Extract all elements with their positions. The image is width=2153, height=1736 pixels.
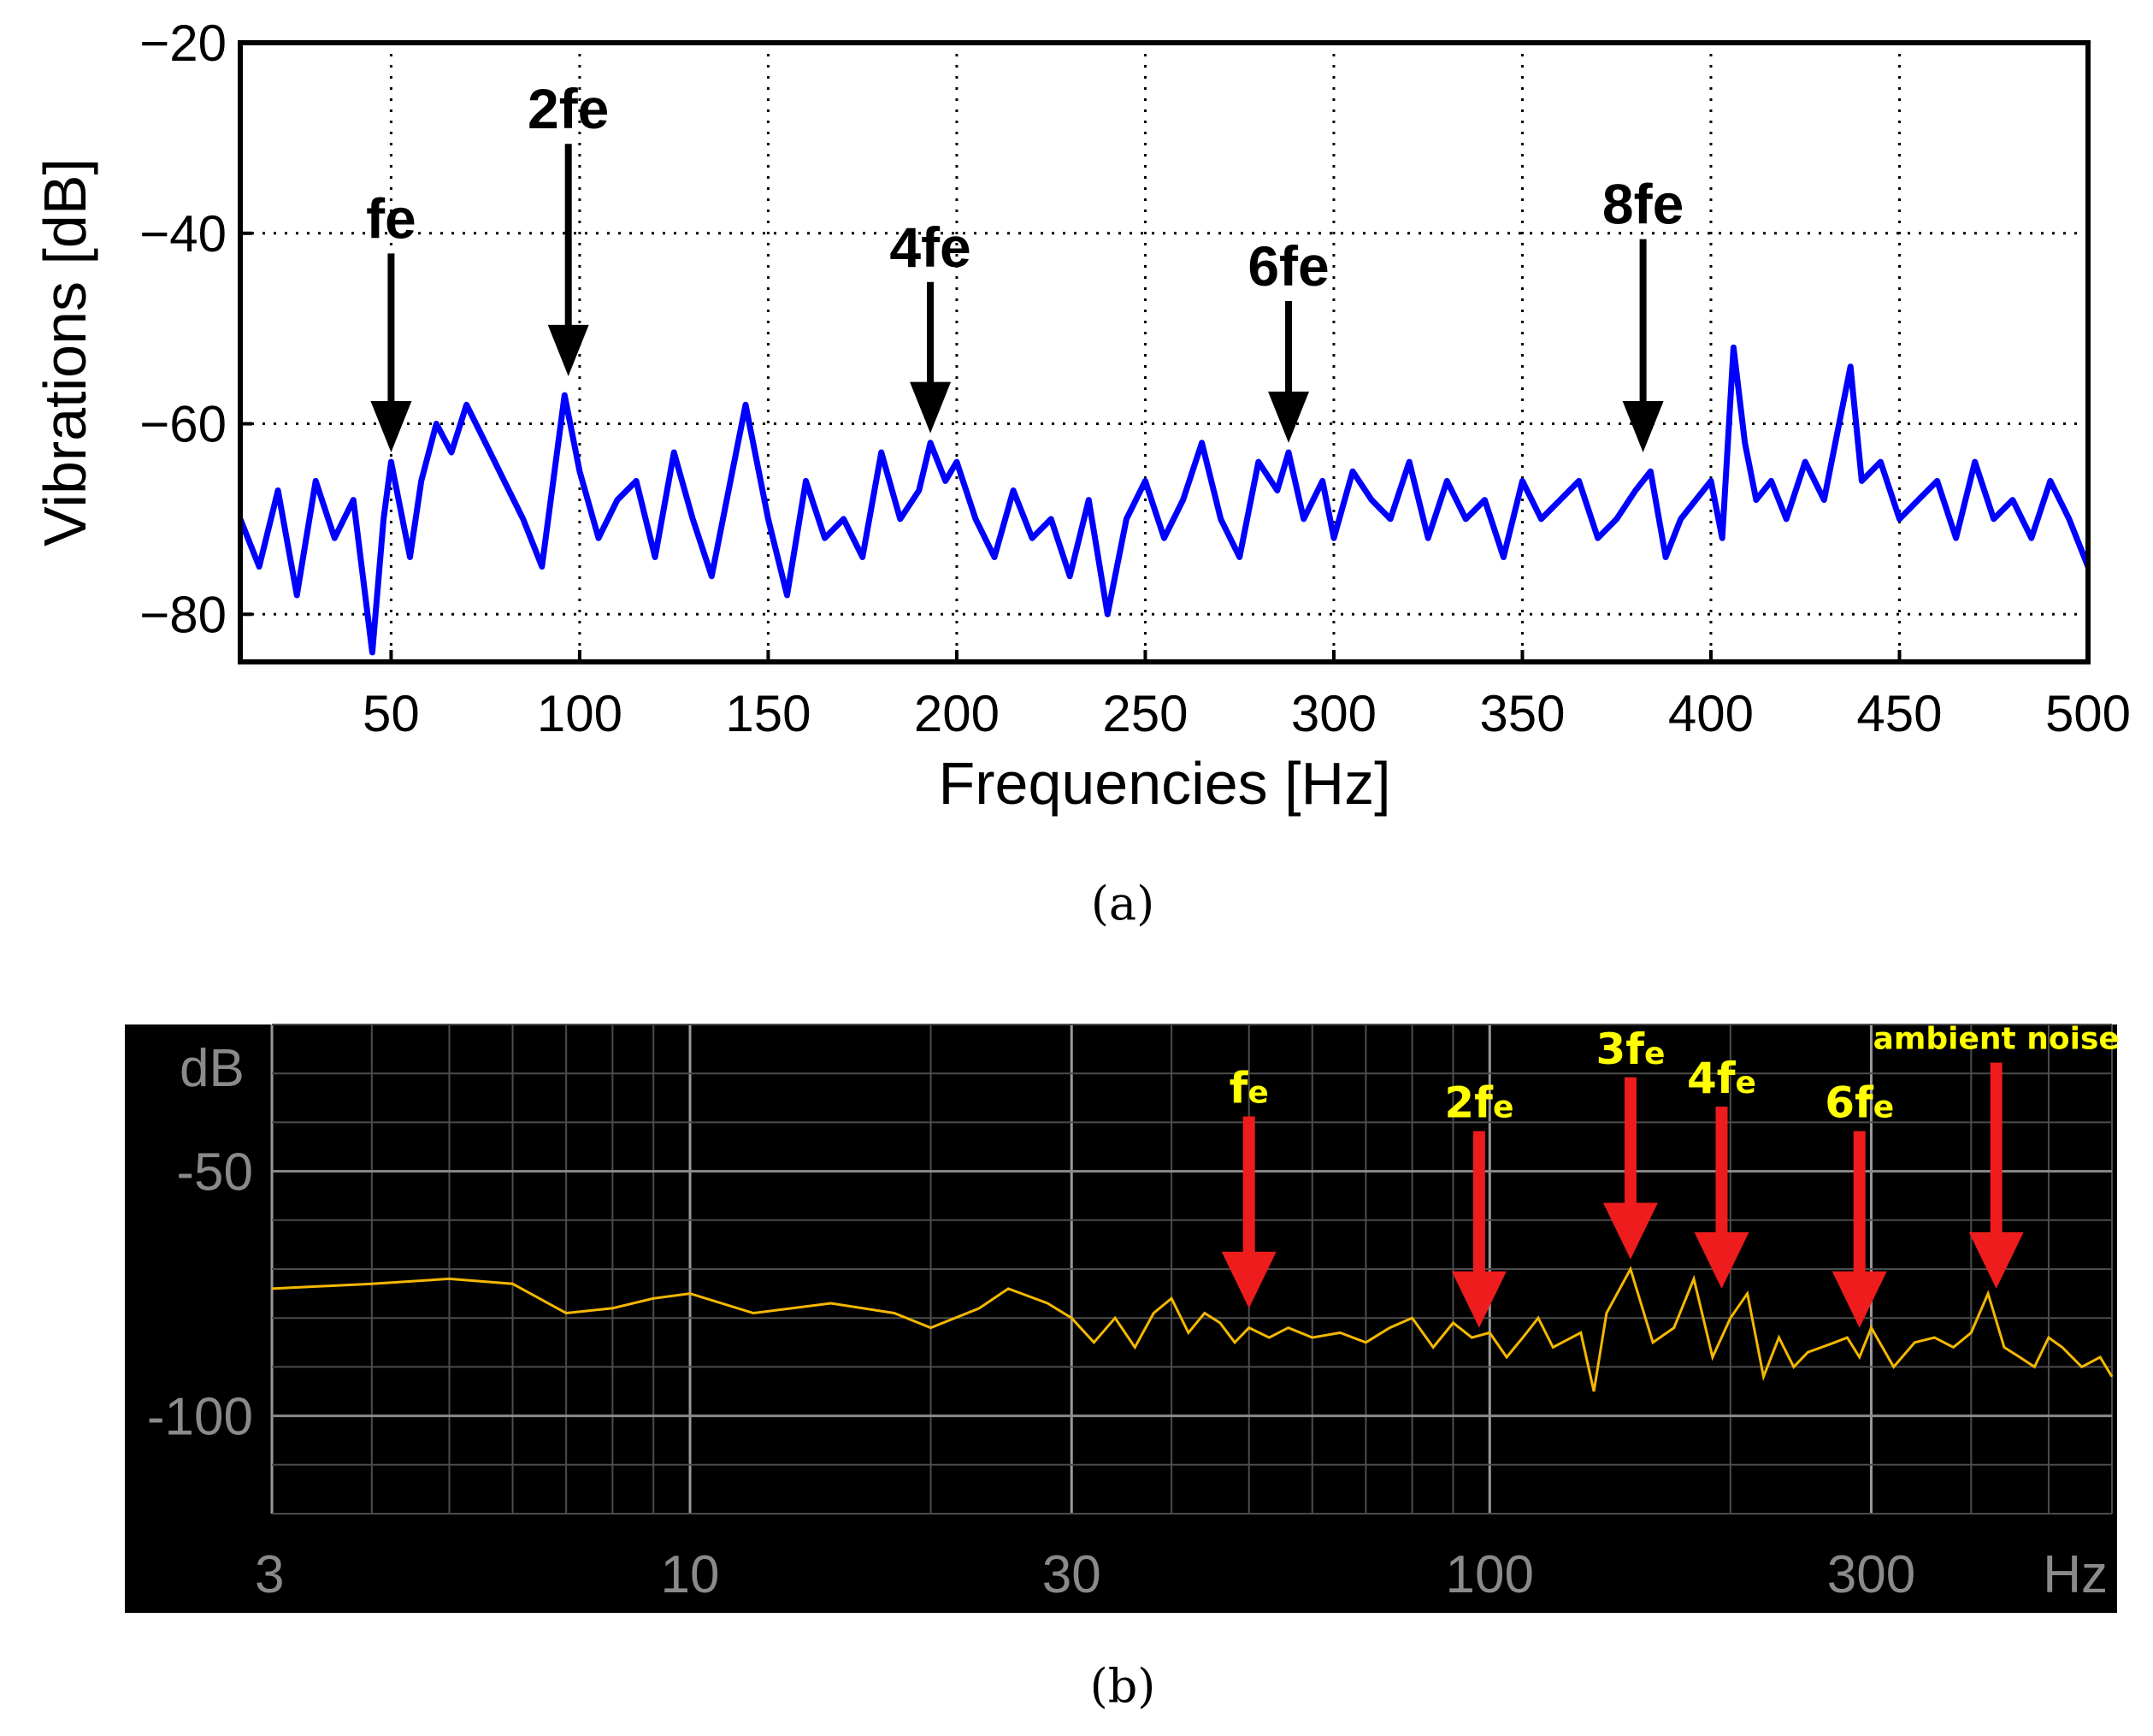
y-unit-label-b: dB [180, 1039, 245, 1098]
plot-frame-a [238, 40, 2091, 664]
grid-a [240, 41, 2090, 662]
x-tick-label-a: 400 [1668, 685, 1754, 742]
annotation-label-a: 6fe [1248, 234, 1329, 298]
x-tick-label-a: 150 [725, 685, 811, 742]
grid-b [270, 1024, 2113, 1515]
x-tick-label-a: 50 [363, 685, 420, 742]
annotation-arrow-shaft-b [1472, 1131, 1485, 1273]
annotation-arrow-shaft-b [1715, 1107, 1728, 1234]
annotation-arrow-head-a [1622, 400, 1664, 452]
x-tick-label-b: 30 [1042, 1545, 1101, 1604]
x-tick-label-b: 300 [1827, 1545, 1915, 1604]
annotation-arrow-head-b [1602, 1202, 1658, 1260]
annotations-b: fe 2fe 3fe 4fe 6fe ambient noise [1221, 1022, 2120, 1328]
annotation-label-b: 6fe [1825, 1078, 1894, 1128]
y-tick-label-b: -50 [176, 1143, 253, 1202]
annotation-label-b: 4fe [1687, 1054, 1756, 1103]
annotation-label-b: 2fe [1444, 1078, 1513, 1128]
y-tick-label-a: −80 [139, 586, 227, 643]
annotation-label-a: 8fe [1602, 173, 1684, 236]
annotation-label-a: 2fe [528, 77, 609, 140]
annotation-arrow-head-b [1968, 1231, 2024, 1289]
annotation-arrow-shaft-b [1853, 1131, 1866, 1273]
x-tick-label-a: 250 [1102, 685, 1188, 742]
y-tick-label-a: −20 [139, 15, 227, 72]
y-tick-label-b: -100 [147, 1388, 253, 1447]
x-tick-label-a: 500 [2045, 685, 2131, 742]
x-tick-label-a: 300 [1291, 685, 1377, 742]
annotation-arrow-shaft-b [1242, 1116, 1255, 1254]
annotation-arrow-head-a [547, 324, 589, 376]
annotation-label-a: 4fe [889, 216, 970, 279]
annotation-arrow-head-b [1694, 1231, 1749, 1289]
annotation-label-a: fe [366, 186, 416, 250]
chart-panel-b: 3 10 30 100 300 -50 -100 dB Hz fe 2fe 3fe 4fe 6fe… [125, 1022, 2120, 1713]
annotation-arrow-head-b [1451, 1271, 1507, 1328]
spectrum-line-a [237, 344, 2091, 656]
x-tick-label-b: 3 [255, 1545, 284, 1604]
x-tick-label-b: 100 [1446, 1545, 1534, 1604]
annotation-arrow-head-a [910, 381, 952, 434]
x-axis-title-a: Frequencies [Hz] [938, 750, 1390, 817]
x-tick-label-a: 200 [914, 685, 1000, 742]
caption-b: (b) [1090, 1659, 1156, 1713]
annotation-arrow-head-a [1268, 391, 1310, 443]
annotation-arrow-shaft-b [1990, 1062, 2003, 1234]
spectrum-line-b [271, 1266, 2114, 1392]
annotation-arrow-head-a [370, 400, 412, 452]
y-tick-labels-a: −80 −60 −40 −20 [139, 15, 252, 643]
y-tick-label-a: −60 [139, 396, 227, 453]
y-axis-title-a: Vibrations [dB] [32, 158, 98, 546]
annotations-a: fe 2fe 4fe 6fe 8fe [366, 77, 1684, 452]
x-tick-label-b: 10 [661, 1545, 720, 1604]
caption-a: (a) [1091, 877, 1154, 930]
annotation-arrow-head-b [1832, 1271, 1887, 1328]
x-tick-label-a: 350 [1479, 685, 1565, 742]
annotation-label-b: ambient noise [1873, 1022, 2120, 1057]
x-tick-labels-b: 3 10 30 100 300 [255, 1545, 1915, 1604]
chart-panel-a: 50 100 150 200 250 300 350 400 450 500 −80−60−40−… [32, 15, 2131, 930]
annotation-arrow-shaft-b [1624, 1077, 1637, 1205]
annotation-arrow-head-b [1221, 1251, 1277, 1308]
annotation-label-b: 3fe [1596, 1024, 1665, 1074]
x-tick-label-a: 450 [1856, 685, 1942, 742]
annotation-label-b: fe [1230, 1064, 1269, 1113]
x-tick-label-a: 100 [537, 685, 622, 742]
y-tick-label-a: −40 [139, 205, 227, 263]
y-tick-labels-b: -50 -100 [147, 1143, 253, 1447]
x-tick-labels-a: 50 100 150 200 250 300 350 400 450 500 [363, 650, 2131, 742]
x-unit-label-b: Hz [2043, 1545, 2108, 1604]
